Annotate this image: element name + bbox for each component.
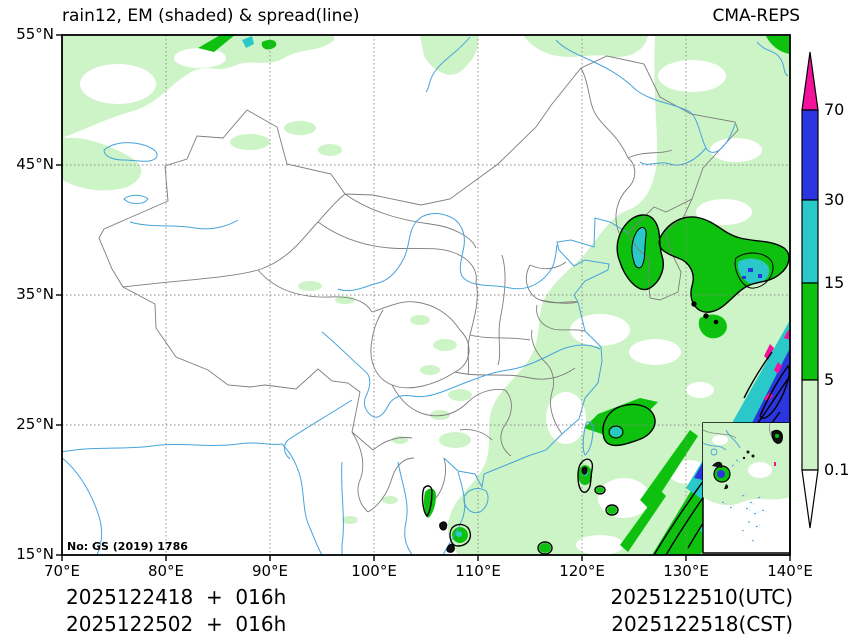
footer-init-utc: 2025122418 + 016h bbox=[66, 585, 287, 609]
lon-tick-90e: 90°E bbox=[251, 562, 289, 580]
axis-ticks bbox=[56, 34, 791, 561]
lon-tick-80e: 80°E bbox=[147, 562, 185, 580]
colorbar-label-01: 0.1 bbox=[824, 460, 850, 479]
colorbar-seg-5-15 bbox=[801, 282, 819, 381]
taiwan-outline bbox=[582, 421, 594, 456]
colorbar-label-5: 5 bbox=[824, 370, 835, 389]
colorbar-seg-30-70 bbox=[801, 109, 819, 201]
lon-tick-130e: 130°E bbox=[663, 562, 709, 580]
plot-title: rain12, EM (shaded) & spread(line) bbox=[62, 6, 360, 26]
colorbar bbox=[801, 51, 819, 529]
colorbar-seg-01-5 bbox=[801, 379, 819, 471]
lat-tick-15n: 15°N bbox=[16, 545, 54, 563]
korea-border-path bbox=[627, 198, 693, 301]
china-coastline-path bbox=[443, 217, 629, 489]
amur-river bbox=[555, 39, 707, 149]
yangtze-river bbox=[321, 331, 601, 418]
map-frame bbox=[56, 34, 791, 561]
hainan-outline bbox=[463, 488, 489, 514]
rivers-coastlines bbox=[61, 36, 789, 556]
lon-tick-100e: 100°E bbox=[351, 562, 397, 580]
inset-rain-cells bbox=[712, 429, 783, 490]
map-license-number: No: GS (2019) 1786 bbox=[67, 540, 188, 553]
china-border-path bbox=[98, 55, 739, 239]
lat-tick-55n: 55°N bbox=[16, 25, 54, 43]
colorbar-seg-bottom bbox=[801, 469, 819, 529]
footer-valid-utc: 2025122510(UTC) bbox=[610, 585, 794, 609]
shading-light-holes bbox=[80, 48, 762, 555]
gridlines bbox=[62, 35, 790, 555]
lon-tick-70e: 70°E bbox=[43, 562, 81, 580]
inset-island-dashes bbox=[721, 459, 767, 543]
lat-tick-35n: 35°N bbox=[16, 285, 54, 303]
yellow-river bbox=[337, 213, 558, 292]
colorbar-seg-15-30 bbox=[801, 199, 819, 284]
lat-tick-45n: 45°N bbox=[16, 155, 54, 173]
sea-inset bbox=[702, 422, 791, 554]
footer-init-cst: 2025122502 + 016h bbox=[66, 612, 287, 636]
lon-tick-110e: 110°E bbox=[455, 562, 501, 580]
colorbar-seg-top bbox=[801, 51, 819, 111]
colorbar-label-15: 15 bbox=[824, 273, 845, 292]
colorbar-label-70: 70 bbox=[824, 100, 845, 119]
lat-tick-25n: 25°N bbox=[16, 415, 54, 433]
lon-tick-120e: 120°E bbox=[559, 562, 605, 580]
colorbar-label-30: 30 bbox=[824, 190, 845, 209]
country-province-borders bbox=[98, 55, 739, 513]
footer-valid-cst: 2025122518(CST) bbox=[611, 612, 793, 636]
lon-tick-140e: 140°E bbox=[767, 562, 813, 580]
lake-balkhash bbox=[103, 142, 158, 162]
model-name: CMA-REPS bbox=[712, 6, 800, 26]
